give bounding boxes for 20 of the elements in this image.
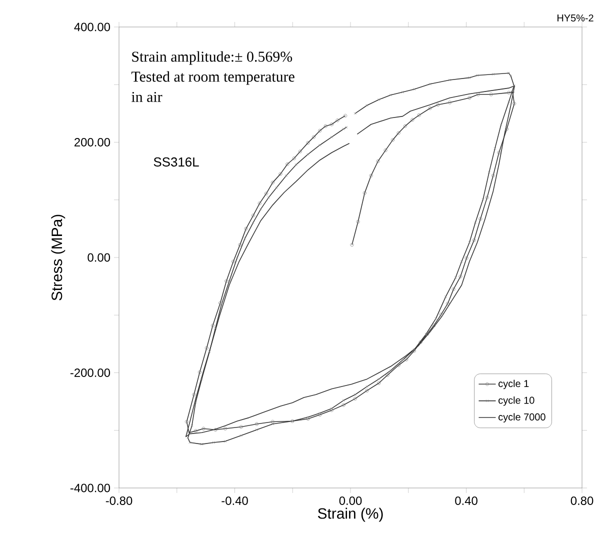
x-tick-label: -0.80	[106, 496, 132, 505]
x-axis-title: Strain (%)	[318, 508, 383, 522]
annotation: Tested at room temperature	[131, 71, 294, 85]
legend-label: cycle 7000	[498, 413, 546, 422]
y-tick-label: 200.00	[74, 138, 110, 146]
y-tick-label: -200.00	[70, 368, 110, 377]
x-tick-label: 0.40	[455, 496, 478, 505]
annotation: in air	[132, 92, 162, 102]
y-axis-title: Stress (MPa)	[51, 214, 66, 300]
legend-label: cycle 10	[498, 396, 534, 406]
legend-label: cycle 1	[498, 380, 529, 390]
y-tick-label: 400.00	[74, 22, 110, 32]
annotation: SS316L	[154, 157, 199, 167]
y-tick-label: 0.00	[88, 253, 110, 262]
annotation: Strain amplitude:± 0.569%	[132, 51, 292, 65]
y-tick-label: -400.00	[70, 484, 110, 492]
x-tick-label: -0.40	[222, 496, 248, 505]
x-tick-label: 0.00	[339, 496, 362, 505]
x-tick-label: 0.80	[570, 496, 594, 505]
text: HY5%-2	[558, 14, 594, 22]
